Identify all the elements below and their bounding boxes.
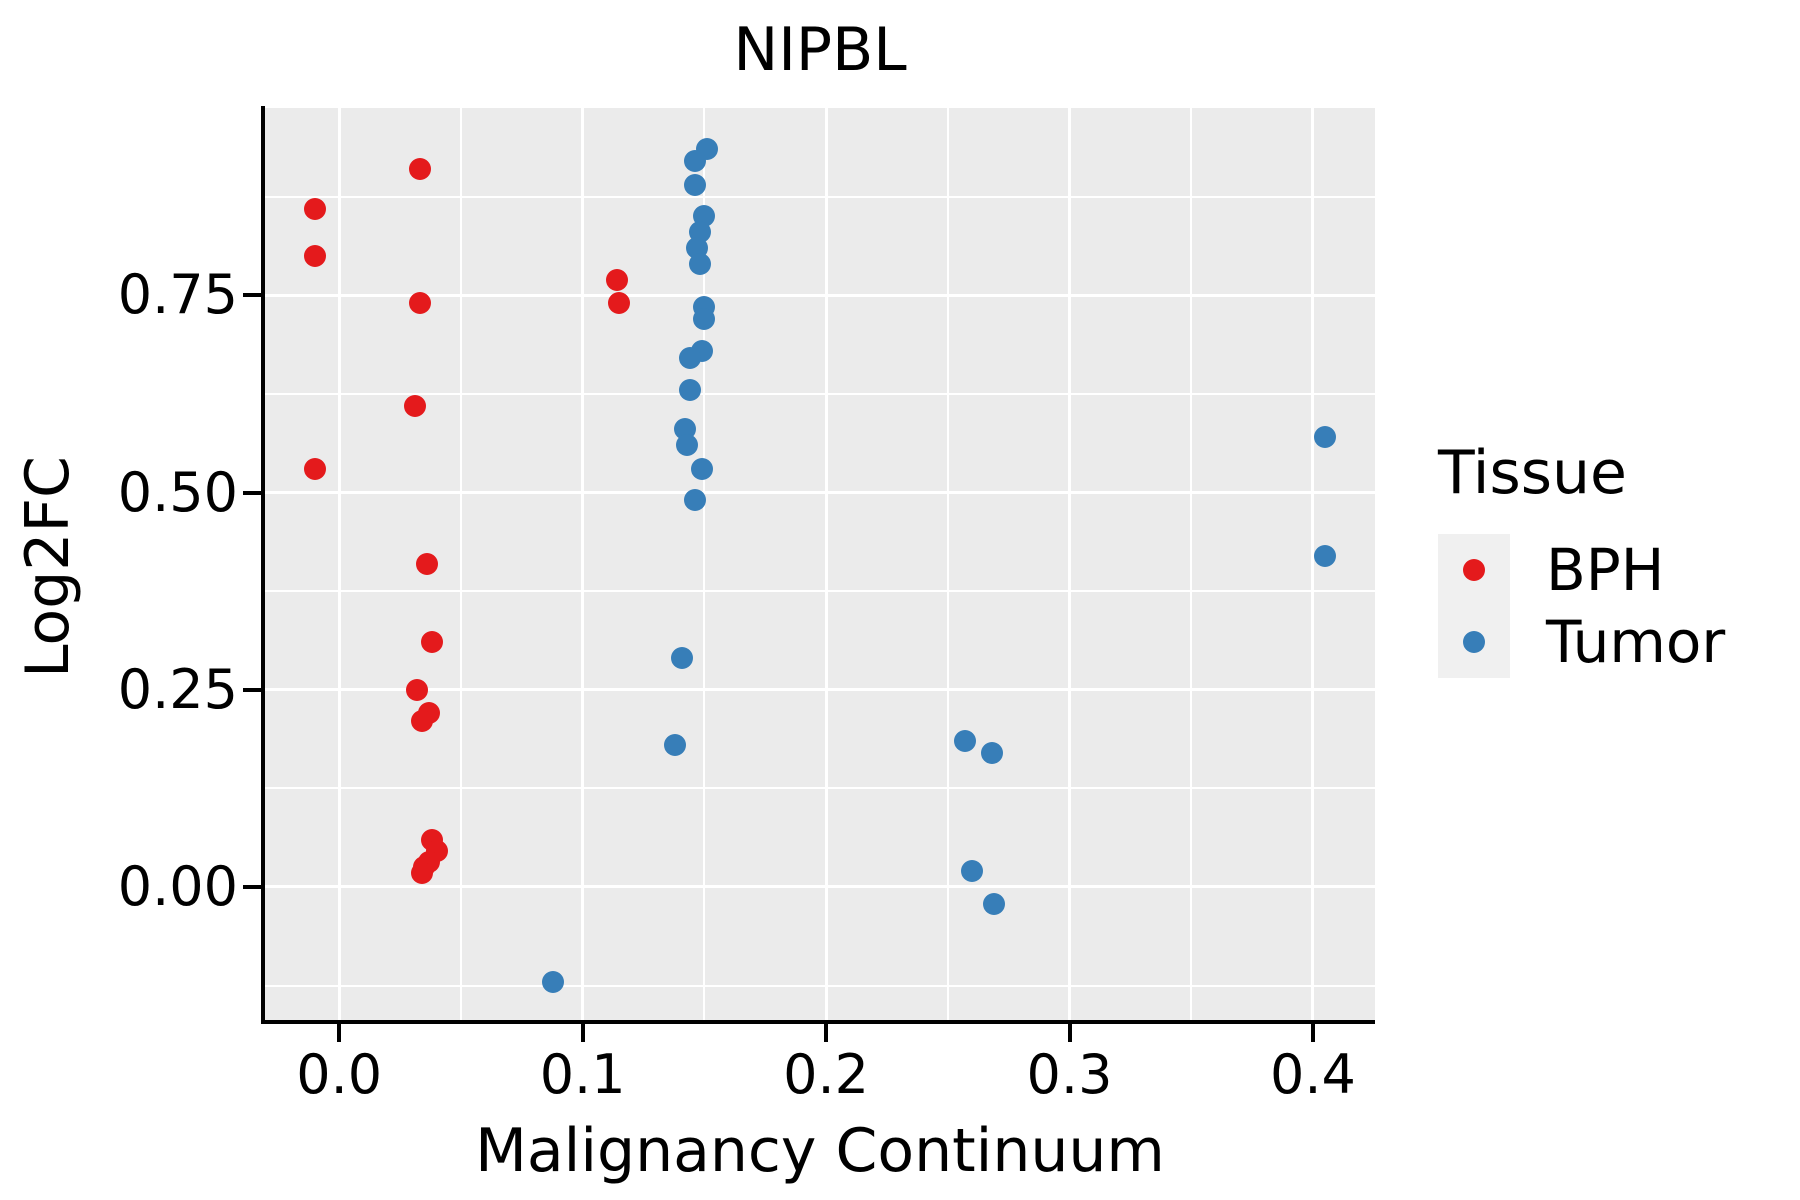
y-major-gridline: [265, 885, 1375, 889]
x-tick-label: 0.3: [1026, 1043, 1113, 1106]
data-point-tumor: [961, 860, 984, 883]
x-minor-gridline: [1190, 108, 1193, 1020]
legend-key-tumor: [1438, 606, 1510, 678]
data-point-bph: [408, 158, 431, 181]
x-major-gridline: [1068, 108, 1071, 1020]
y-major-gridline: [265, 688, 1375, 692]
data-point-tumor: [542, 970, 565, 993]
data-point-tumor: [983, 893, 1006, 916]
x-tick-mark: [337, 1024, 342, 1042]
x-major-gridline: [1311, 108, 1315, 1020]
x-minor-gridline: [703, 108, 706, 1020]
y-tick-label: 0.00: [117, 854, 238, 918]
y-minor-gridline: [265, 787, 1375, 790]
y-axis-line: [261, 106, 265, 1024]
data-point-tumor: [690, 457, 713, 480]
data-point-tumor: [678, 379, 701, 402]
x-major-gridline: [824, 108, 828, 1020]
data-point-tumor: [676, 434, 699, 457]
x-tick-label: 0.1: [539, 1043, 626, 1106]
x-minor-gridline: [946, 108, 949, 1020]
y-major-gridline: [265, 293, 1375, 297]
data-point-tumor: [683, 173, 706, 196]
x-minor-gridline: [459, 108, 462, 1020]
x-axis-title: Malignancy Continuum: [475, 1116, 1165, 1186]
data-point-bph: [415, 552, 438, 575]
data-point-tumor: [683, 150, 706, 173]
x-tick-mark: [1310, 1024, 1315, 1042]
tumor-dot-icon: [1463, 631, 1485, 653]
legend-key-bph: [1438, 534, 1510, 606]
x-major-gridline: [581, 108, 585, 1020]
legend-label-tumor: Tumor: [1546, 608, 1726, 676]
data-point-bph: [411, 710, 433, 733]
x-tick-mark: [1067, 1024, 1072, 1042]
y-minor-gridline: [265, 392, 1375, 395]
data-point-tumor: [693, 308, 716, 331]
data-point-bph: [303, 197, 326, 220]
x-tick-label: 0.4: [1269, 1043, 1356, 1106]
data-point-bph: [303, 244, 326, 267]
y-tick-label: 0.25: [117, 657, 238, 721]
legend: Tissue BPH Tumor: [1438, 440, 1788, 678]
data-point-tumor: [953, 730, 976, 753]
x-tick-label: 0.2: [783, 1043, 870, 1106]
data-point-tumor: [678, 347, 701, 370]
data-point-bph: [605, 268, 628, 291]
y-tick-mark: [243, 293, 261, 298]
legend-item-tumor: Tumor: [1438, 606, 1788, 678]
x-tick-mark: [824, 1024, 829, 1042]
legend-item-bph: BPH: [1438, 534, 1788, 606]
data-point-bph: [406, 678, 429, 701]
x-tick-label: 0.0: [296, 1043, 383, 1106]
plot-panel: [265, 108, 1375, 1020]
data-point-tumor: [664, 734, 687, 756]
data-point-bph: [420, 631, 443, 654]
data-point-tumor: [683, 489, 706, 512]
data-point-bph: [403, 394, 426, 417]
data-point-tumor: [671, 647, 694, 670]
bph-dot-icon: [1463, 559, 1485, 581]
y-minor-gridline: [265, 984, 1375, 987]
y-minor-gridline: [265, 195, 1375, 198]
data-point-tumor: [980, 741, 1003, 764]
y-minor-gridline: [265, 590, 1375, 593]
x-axis-line: [261, 1020, 1375, 1024]
y-tick-label: 0.75: [117, 263, 238, 327]
data-point-bph: [608, 292, 631, 315]
y-major-gridline: [265, 491, 1375, 495]
x-major-gridline: [337, 108, 341, 1020]
legend-title: Tissue: [1438, 438, 1627, 508]
data-point-tumor: [1314, 544, 1337, 567]
legend-label-bph: BPH: [1546, 536, 1665, 604]
data-point-tumor: [688, 252, 711, 275]
data-point-bph: [411, 861, 433, 884]
y-tick-mark: [243, 884, 261, 889]
y-tick-mark: [243, 490, 261, 495]
data-point-tumor: [1314, 426, 1337, 449]
x-tick-mark: [580, 1024, 585, 1042]
data-point-bph: [408, 292, 431, 315]
plot-title: NIPBL: [733, 15, 907, 85]
data-point-bph: [303, 457, 326, 480]
y-axis-title: Log2FC: [13, 456, 83, 678]
y-tick-label: 0.50: [117, 460, 238, 524]
y-tick-mark: [243, 687, 261, 692]
